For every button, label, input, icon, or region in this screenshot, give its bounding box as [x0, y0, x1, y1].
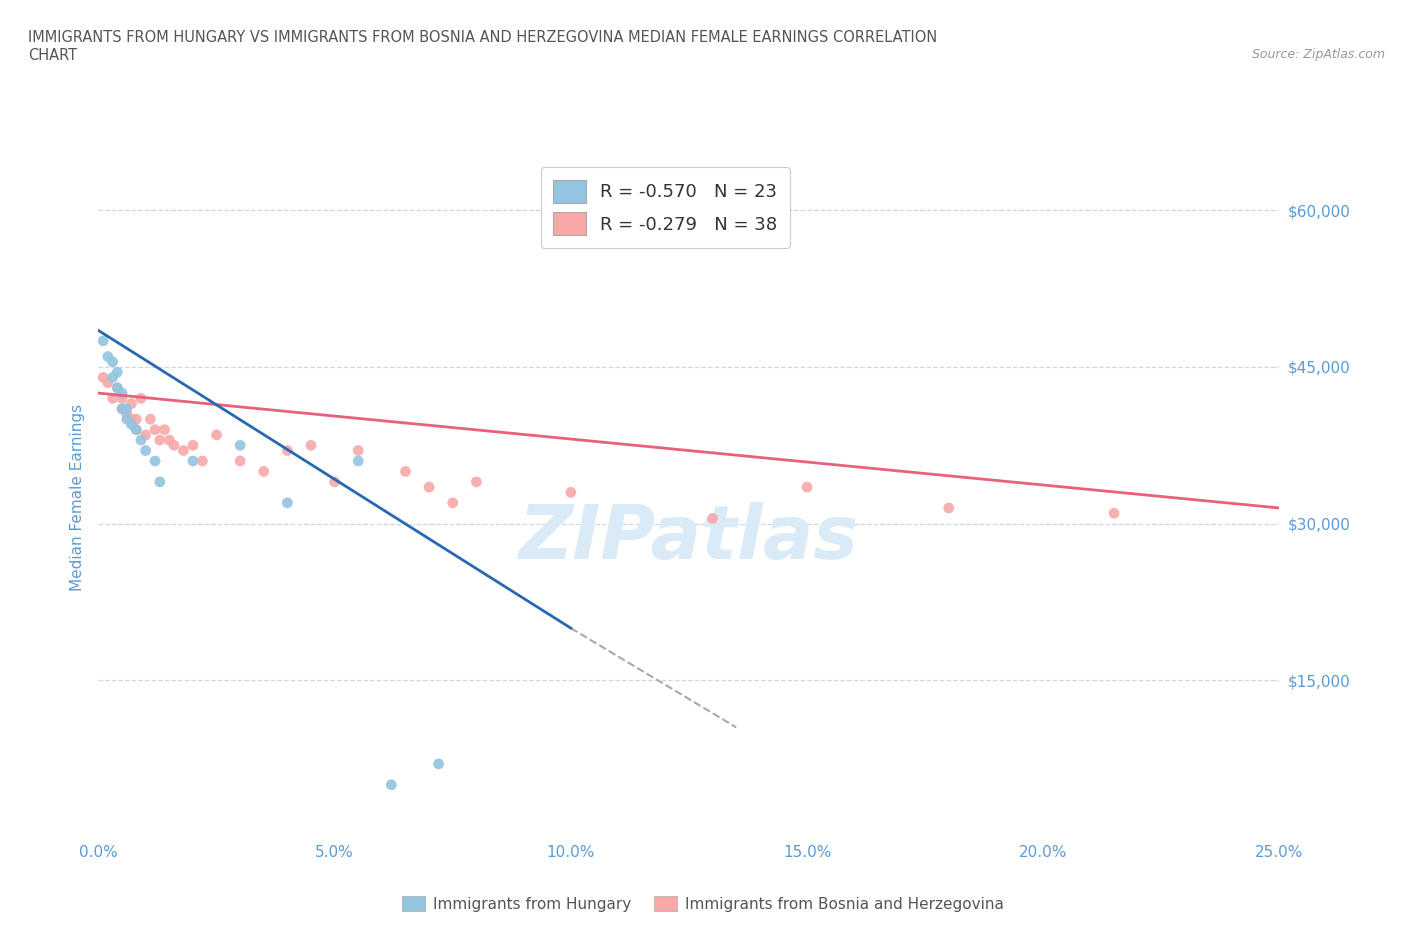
Point: [115, 402, 138, 417]
Point: [115, 412, 138, 427]
Point: [229, 438, 252, 453]
Point: [323, 474, 346, 489]
Point: [139, 412, 162, 427]
Point: [97, 375, 120, 390]
Legend: Immigrants from Hungary, Immigrants from Bosnia and Herzegovina: Immigrants from Hungary, Immigrants from…: [396, 889, 1010, 918]
Point: [181, 454, 204, 469]
Point: [121, 417, 143, 432]
Point: [105, 380, 128, 395]
Point: [101, 391, 124, 405]
Point: [347, 454, 370, 469]
Text: Source: ZipAtlas.com: Source: ZipAtlas.com: [1251, 48, 1385, 61]
Point: [157, 432, 180, 447]
Point: [111, 386, 134, 401]
Point: [101, 354, 124, 369]
Text: IMMIGRANTS FROM HUNGARY VS IMMIGRANTS FROM BOSNIA AND HERZEGOVINA MEDIAN FEMALE : IMMIGRANTS FROM HUNGARY VS IMMIGRANTS FR…: [28, 30, 938, 45]
Point: [380, 777, 402, 792]
Point: [172, 443, 194, 458]
Point: [394, 464, 416, 479]
Y-axis label: Median Female Earnings: Median Female Earnings: [70, 404, 86, 591]
Point: [299, 438, 322, 453]
Text: CHART: CHART: [28, 48, 77, 63]
Point: [163, 438, 186, 453]
Point: [938, 500, 960, 515]
Point: [465, 474, 488, 489]
Point: [153, 422, 176, 437]
Point: [129, 432, 152, 447]
Point: [91, 370, 114, 385]
Point: [135, 443, 157, 458]
Point: [125, 422, 148, 437]
Point: [115, 406, 138, 421]
Point: [129, 391, 152, 405]
Point: [796, 480, 818, 495]
Point: [418, 480, 440, 495]
Point: [276, 443, 298, 458]
Point: [229, 454, 252, 469]
Point: [1102, 506, 1125, 521]
Point: [105, 380, 128, 395]
Point: [347, 443, 370, 458]
Point: [560, 485, 582, 499]
Point: [191, 454, 214, 469]
Point: [135, 428, 157, 443]
Point: [125, 412, 148, 427]
Point: [143, 454, 166, 469]
Point: [427, 756, 450, 771]
Point: [253, 464, 276, 479]
Point: [181, 438, 204, 453]
Point: [276, 496, 298, 511]
Point: [111, 391, 134, 405]
Point: [111, 402, 134, 417]
Point: [205, 428, 228, 443]
Point: [121, 412, 143, 427]
Point: [121, 396, 143, 411]
Point: [149, 432, 172, 447]
Point: [91, 334, 114, 349]
Point: [105, 365, 128, 379]
Point: [111, 402, 134, 417]
Point: [149, 474, 172, 489]
Point: [97, 349, 120, 364]
Point: [441, 496, 464, 511]
Text: ZIPatlas: ZIPatlas: [519, 502, 859, 575]
Point: [702, 203, 724, 218]
Point: [143, 422, 166, 437]
Point: [702, 511, 724, 525]
Point: [125, 422, 148, 437]
Legend: R = -0.570   N = 23, R = -0.279   N = 38: R = -0.570 N = 23, R = -0.279 N = 38: [541, 167, 790, 247]
Point: [101, 370, 124, 385]
